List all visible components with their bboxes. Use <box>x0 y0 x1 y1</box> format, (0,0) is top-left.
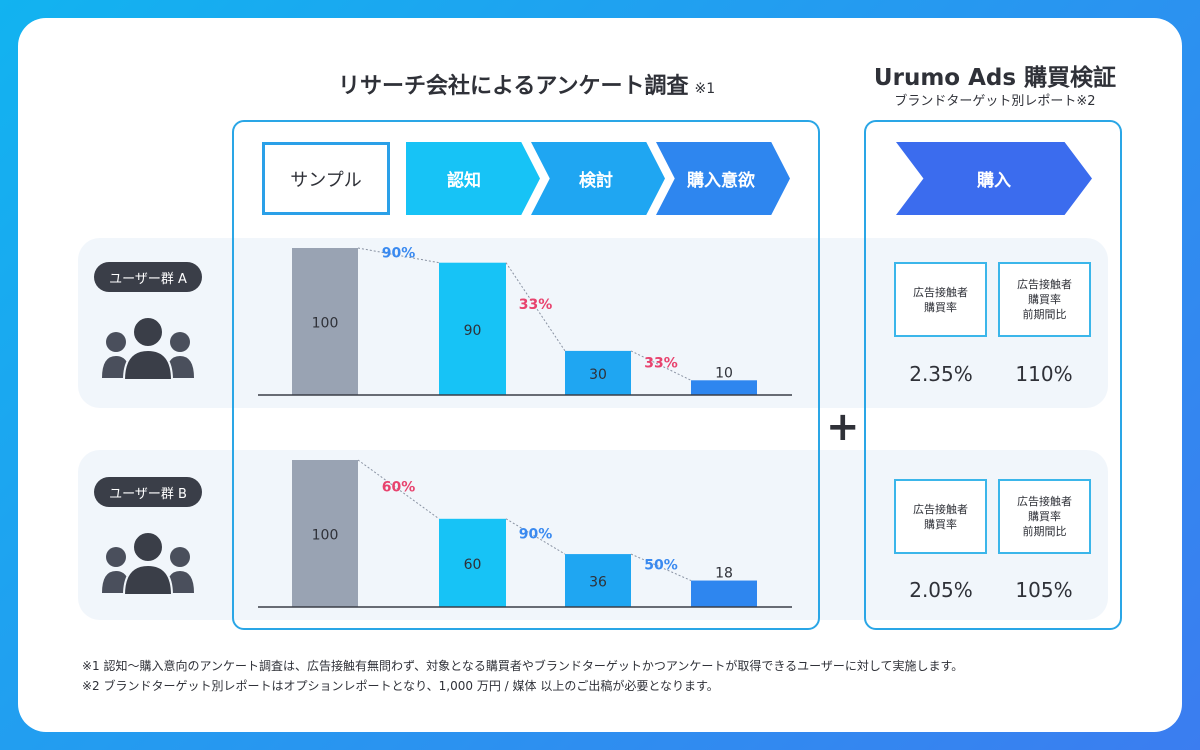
connector-line <box>357 459 440 520</box>
urumo-title: Urumo Ads 購買検証 <box>873 65 1117 91</box>
urumo-subtitle: ブランドターゲット別レポート※2 <box>894 94 1096 109</box>
metric-value-purchase-rate: 2.05% <box>909 578 973 602</box>
footnote-2: ※2 ブランドターゲット別レポートはオプションレポートとなり、1,000 万円 … <box>82 679 719 693</box>
urumo-panel <box>864 120 1122 630</box>
connector-line <box>630 553 692 581</box>
bar-value-label: 100 <box>312 528 339 544</box>
stage-sample: サンプル <box>262 142 390 215</box>
funnel-bar <box>691 380 757 395</box>
metric-box-period-ratio: 広告接触者購買率前期間比 <box>998 479 1091 554</box>
group-b-label: ユーザー群 B <box>94 477 202 507</box>
connector-line <box>357 247 440 264</box>
funnel-bar <box>565 350 631 395</box>
users-group-icon <box>102 316 194 381</box>
metric-label-line: 前期間比 <box>1022 525 1067 538</box>
metric-box-purchase-rate: 広告接触者 購買率 <box>894 262 987 337</box>
metric-label-line: 購買率 <box>1028 510 1061 523</box>
bar-value-label: 18 <box>715 566 733 582</box>
metric-label-line: 購買率 <box>924 517 957 531</box>
funnel-bar <box>439 518 506 607</box>
stage-intent-label: 購入意欲 <box>687 171 755 191</box>
plus-sign: + <box>826 404 860 450</box>
connector-line <box>630 350 692 381</box>
conversion-rate-label: 90% <box>519 526 553 542</box>
group-a-label: ユーザー群 A <box>94 262 202 292</box>
bar-value-label: 60 <box>464 557 482 573</box>
stage-awareness: 認知 <box>406 142 540 215</box>
survey-panel <box>232 120 820 630</box>
conversion-rate-label: 33% <box>519 297 553 313</box>
bar-value-label: 10 <box>715 365 733 381</box>
stage-consideration: 検討 <box>531 142 665 215</box>
metric-value-period-ratio: 105% <box>1015 578 1073 602</box>
metric-box-purchase-rate: 広告接触者 購買率 <box>894 479 987 554</box>
metric-label-line: 購買率 <box>924 300 957 314</box>
stage-intent: 購入意欲 <box>656 142 790 215</box>
users-group-icon <box>102 531 194 596</box>
metric-label-line: 購買率 <box>1028 293 1061 306</box>
bar-value-label: 30 <box>589 367 607 383</box>
metric-label-line: 前期間比 <box>1022 308 1067 321</box>
conversion-rate-label: 33% <box>644 356 678 372</box>
stage-purchase: 購入 <box>896 142 1092 215</box>
bar-value-label: 100 <box>312 316 339 332</box>
metric-label-line: 広告接触者 <box>913 285 968 299</box>
bar-value-label: 36 <box>589 575 607 591</box>
stage-purchase-label: 購入 <box>977 171 1011 191</box>
funnel-chart-group-a: 100 90 30 10 90% 33% 33% <box>258 245 792 396</box>
metric-box-period-ratio: 広告接触者購買率前期間比 <box>998 262 1091 337</box>
funnel-bar <box>565 554 631 607</box>
funnel-chart-group-b: 100 60 36 18 60% 90% 50% <box>258 459 792 608</box>
metric-label-line: 広告接触者 <box>1017 495 1072 508</box>
conversion-rate-label: 60% <box>382 479 416 495</box>
stage-consideration-label: 検討 <box>579 171 613 191</box>
metric-value-purchase-rate: 2.35% <box>909 362 973 386</box>
funnel-bar <box>691 580 757 607</box>
connector-line <box>505 518 566 555</box>
footnote-1: ※1 認知～購入意向のアンケート調査は、広告接触有無問わず、対象となる購買者やブ… <box>82 659 964 673</box>
funnel-bar <box>439 262 506 395</box>
funnel-bar <box>292 248 358 395</box>
metric-label-line: 広告接触者 <box>913 502 968 516</box>
metric-value-period-ratio: 110% <box>1015 362 1073 386</box>
conversion-rate-label: 50% <box>644 557 678 573</box>
conversion-rate-label: 90% <box>382 245 416 261</box>
survey-title-text: リサーチ会社によるアンケート調査 <box>338 74 689 99</box>
footnotes: ※1 認知～購入意向のアンケート調査は、広告接触有無問わず、対象となる購買者やブ… <box>82 656 963 696</box>
funnel-bar <box>292 460 358 607</box>
connector-line <box>505 262 566 352</box>
survey-title: リサーチ会社によるアンケート調査 ※1 <box>338 68 715 100</box>
bar-value-label: 90 <box>464 323 482 339</box>
metric-label-line: 広告接触者 <box>1017 278 1072 291</box>
survey-note-ref: ※1 <box>694 81 716 97</box>
stage-awareness-label: 認知 <box>447 171 481 191</box>
